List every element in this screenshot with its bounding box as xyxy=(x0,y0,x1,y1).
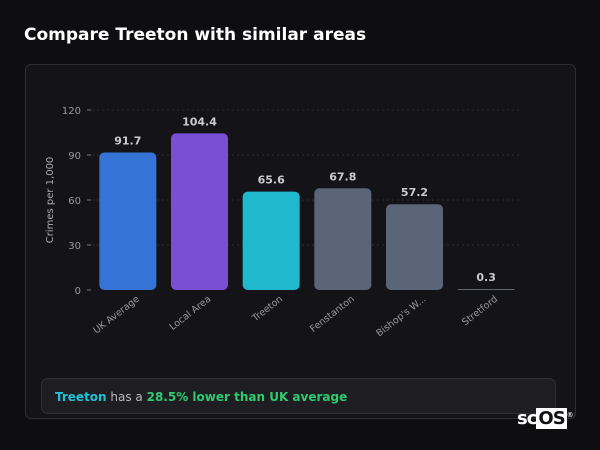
data-label: 57.2 xyxy=(401,186,428,199)
x-tick-label: Stretford xyxy=(460,294,500,328)
y-tick-label: 120 xyxy=(62,106,81,117)
summary-highlight: 28.5% lower than UK average xyxy=(146,390,348,404)
summary-area: Treeton xyxy=(55,390,107,404)
x-tick-label: Treeton xyxy=(250,294,285,325)
x-tick-label: Local Area xyxy=(168,294,214,333)
data-label: 0.3 xyxy=(476,271,496,284)
bar xyxy=(171,133,228,290)
x-tick-label: Fenstanton xyxy=(308,294,356,335)
summary-text: has a xyxy=(106,390,147,404)
data-label: 91.7 xyxy=(114,134,141,147)
bar xyxy=(314,188,372,290)
bar xyxy=(242,191,300,290)
bar xyxy=(457,289,515,290)
data-label: 67.8 xyxy=(329,170,356,183)
x-tick-label: UK Average xyxy=(91,294,141,337)
y-tick-label: 0 xyxy=(75,286,81,297)
y-tick-label: 30 xyxy=(68,241,81,252)
y-axis-label: Crimes per 1,000 xyxy=(45,157,56,244)
bar xyxy=(386,204,443,290)
y-tick-label: 90 xyxy=(68,151,81,162)
bar xyxy=(99,152,157,290)
scos-logo: sc OS ® xyxy=(517,408,574,429)
summary-box: Treeton has a 28.5% lower than UK averag… xyxy=(41,378,556,414)
data-label: 104.4 xyxy=(182,115,217,128)
page-title: Compare Treeton with similar areas xyxy=(24,25,367,45)
x-tick-label: Bishop's W... xyxy=(374,294,428,340)
data-label: 65.6 xyxy=(258,174,285,187)
y-tick-label: 60 xyxy=(68,196,81,207)
